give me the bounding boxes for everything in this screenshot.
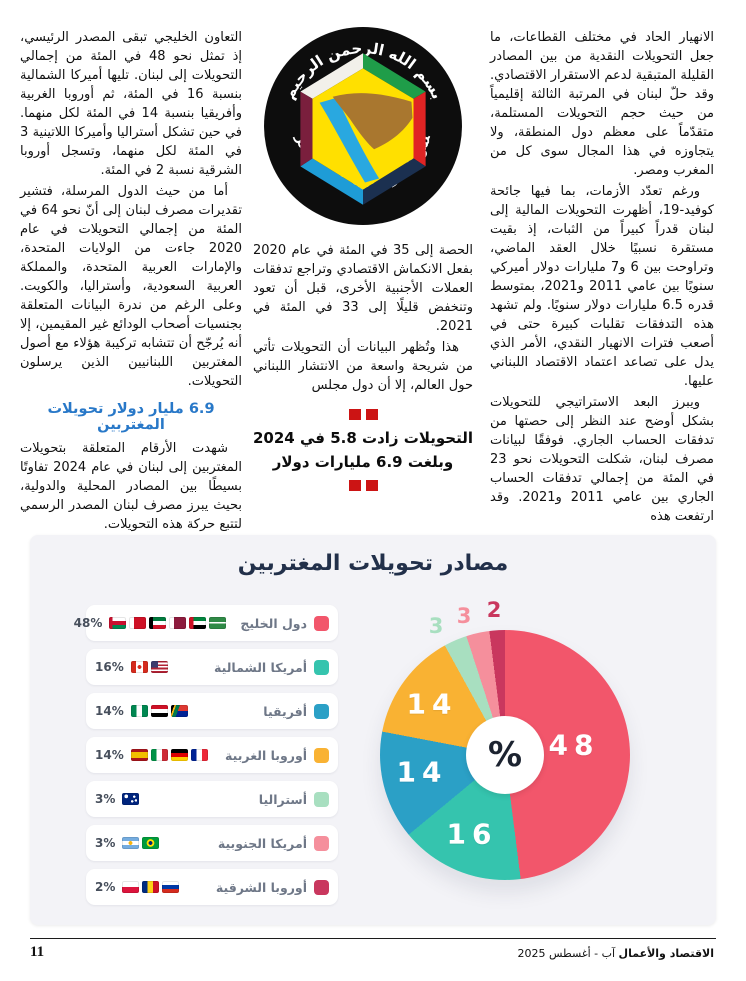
legend-percent: 2% [95, 880, 116, 894]
article-paragraph: ورغم تعدّد الأزمات، بما فيها جائحة كوفيد… [490, 184, 714, 389]
magazine-name: الاقتصاد والأعمال [618, 947, 714, 960]
legend-percent: 16% [95, 660, 124, 674]
legend-label: أوروبا الغربية [225, 747, 307, 763]
legend-color-chip [314, 615, 329, 631]
usa-flag-icon [150, 661, 168, 673]
legend-row-eastern-europe: أوروبا الشرقية 2% [86, 869, 338, 905]
legend-flags [109, 617, 227, 629]
oman-flag-icon [109, 617, 127, 629]
legend-flags [122, 881, 180, 893]
footer-credit: الاقتصاد والأعمال آب - أغسطس 2025 [517, 947, 714, 960]
bahrain-flag-icon [129, 617, 147, 629]
legend-flags [130, 661, 168, 673]
pie-value-gulf: 48 [548, 728, 600, 762]
legend-percent: 48% [73, 616, 103, 630]
pull-quote-line2: وبلغت 6.9 مليارات دولار [272, 453, 454, 471]
page-number: 11 [30, 944, 45, 960]
legend-row-north-america: أمريكا الشمالية 16% [86, 649, 338, 685]
legend-label: أمريكا الجنوبية [217, 835, 307, 851]
legend-row-australia: أستراليا 3% [86, 781, 338, 817]
section-subheading: 6.9 مليار دولار تحويلات المغتربين [47, 401, 215, 433]
spain-flag-icon [130, 749, 148, 761]
legend-label: أمريكا الشمالية [214, 659, 307, 675]
legend-color-chip [314, 703, 329, 719]
legend-percent: 3% [95, 836, 116, 850]
chart-legend: دول الخليج 48% أمريكا الشمالية 16% أفريق… [74, 605, 338, 905]
legend-percent: 14% [95, 748, 124, 762]
south-africa-flag-icon [170, 705, 188, 717]
article-column-left: التعاون الخليجي تبقى المصدر الرئيسي، إذ … [20, 28, 242, 536]
pull-quote: التحويلات زادت 5.8 في 2024 وبلغت 6.9 ملي… [253, 409, 473, 491]
legend-color-chip [314, 879, 329, 895]
legend-row-western-europe: أوروبا الغربية 14% [86, 737, 338, 773]
brazil-flag-icon [142, 837, 160, 849]
gcc-council-emblem: بسم الله الرحمن الرحيم مجلس التعاون لدول… [262, 25, 462, 225]
emblem-peninsula-shape [332, 93, 413, 150]
australia-flag-icon [122, 793, 140, 805]
pie-center-hole: % [466, 716, 544, 794]
article-column-right: الانهيار الحاد في مختلف القطاعات، ما جعل… [490, 28, 714, 528]
legend-label: أفريقيا [263, 703, 307, 719]
uae-flag-icon [189, 617, 207, 629]
saudi-arabia-flag-icon [209, 617, 227, 629]
issue-date: آب - أغسطس 2025 [517, 947, 616, 960]
legend-flags [122, 837, 160, 849]
legend-flags [122, 793, 140, 805]
russia-flag-icon [162, 881, 180, 893]
legend-label: دول الخليج [240, 615, 307, 631]
italy-flag-icon [150, 749, 168, 761]
kuwait-flag-icon [149, 617, 167, 629]
legend-color-chip [314, 835, 329, 851]
legend-color-chip [314, 747, 329, 763]
article-paragraph: ويبرز البعد الاستراتيجي للتحويلات بشكل أ… [490, 395, 714, 524]
legend-percent: 14% [95, 704, 124, 718]
pull-quote-line1: التحويلات زادت 5.8 في 2024 [253, 429, 473, 447]
pie-value-africa: 14 [396, 755, 448, 789]
chart-title: مصادر تحويلات المغتربين [237, 551, 509, 576]
legend-color-chip [314, 659, 329, 675]
article-column-middle: بسم الله الرحمن الرحيم مجلس التعاون لدول… [253, 25, 473, 497]
percent-symbol: % [487, 735, 523, 775]
germany-flag-icon [170, 749, 188, 761]
pie-chart: 48 16 14 14 3 3 2 % [380, 598, 630, 880]
poland-flag-icon [122, 881, 140, 893]
article-paragraph: التعاون الخليجي تبقى المصدر الرئيسي، إذ … [20, 30, 242, 178]
egypt-flag-icon [150, 705, 168, 717]
article-paragraph: أما من حيث الدول المرسلة، فتشير تقديرات … [20, 184, 242, 389]
pull-quote-bottom-squares-icon [253, 480, 473, 491]
legend-row-gulf-states: دول الخليج 48% [74, 605, 338, 641]
pie-value-australia: 3 [428, 614, 444, 638]
pie-value-north-america: 16 [446, 817, 498, 851]
legend-label: أستراليا [258, 791, 307, 807]
legend-flags [130, 749, 208, 761]
legend-flags [130, 705, 188, 717]
legend-row-south-america: أمريكا الجنوبية 3% [86, 825, 338, 861]
argentina-flag-icon [122, 837, 140, 849]
article-paragraph: هذا وتُظهر البيانات أن التحويلات تأتي من… [253, 340, 473, 393]
romania-flag-icon [142, 881, 160, 893]
footer-rule [30, 938, 716, 939]
canada-flag-icon [130, 661, 148, 673]
france-flag-icon [190, 749, 208, 761]
emblem-sea-shape [319, 97, 380, 183]
nigeria-flag-icon [130, 705, 148, 717]
pie-value-eastern-europe: 2 [486, 598, 502, 622]
qatar-flag-icon [169, 617, 187, 629]
remittance-sources-chart-card: مصادر تحويلات المغتربين دول الخليج 48% أ… [30, 535, 716, 925]
article-paragraph: الانهيار الحاد في مختلف القطاعات، ما جعل… [490, 30, 714, 178]
pull-quote-top-squares-icon [253, 409, 473, 420]
article-paragraph: الحصة إلى 35 في المئة في عام 2020 بفعل ا… [253, 243, 473, 334]
pie-value-western-europe: 14 [406, 687, 458, 721]
legend-color-chip [314, 791, 329, 807]
article-paragraph: شهدت الأرقام المتعلقة بتحويلات المغتربين… [20, 441, 242, 532]
legend-percent: 3% [95, 792, 116, 806]
legend-label: أوروبا الشرقية [215, 879, 307, 895]
legend-row-africa: أفريقيا 14% [86, 693, 338, 729]
pie-value-south-america: 3 [456, 604, 472, 628]
